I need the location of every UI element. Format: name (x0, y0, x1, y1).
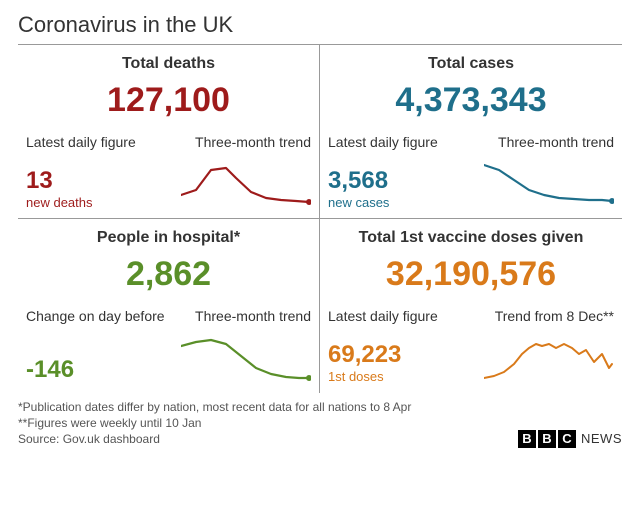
bbc-news-label: NEWS (581, 430, 622, 448)
footnotes: *Publication dates differ by nation, mos… (18, 399, 622, 448)
panel-title: Total 1st vaccine doses given (328, 229, 614, 247)
daily-number-hospital: -146 (26, 356, 74, 384)
daily-number-deaths: 13 (26, 167, 93, 195)
sub-right-label: Three-month trend (195, 134, 311, 150)
bbc-box-icon: B (518, 430, 536, 448)
daily-label-cases: new cases (328, 195, 389, 210)
sub-right-label: Three-month trend (498, 134, 614, 150)
sub-left-label: Latest daily figure (328, 308, 438, 324)
panel-deaths: Total deaths 127,100 Latest daily figure… (18, 45, 320, 219)
footnote-2: **Figures were weekly until 10 Jan (18, 415, 411, 431)
footnote-1: *Publication dates differ by nation, mos… (18, 399, 411, 415)
sparkline-vaccines (484, 334, 614, 384)
panel-cases: Total cases 4,373,343 Latest daily figur… (320, 45, 622, 219)
daily-number-vaccines: 69,223 (328, 341, 401, 369)
page-title: Coronavirus in the UK (18, 12, 622, 45)
big-number-cases: 4,373,343 (328, 81, 614, 120)
big-number-hospital: 2,862 (26, 255, 311, 294)
big-number-vaccines: 32,190,576 (328, 255, 614, 294)
bbc-box-icon: C (558, 430, 576, 448)
panel-title: Total deaths (26, 55, 311, 73)
bbc-logo: B B C NEWS (518, 430, 622, 448)
sub-left-label: Change on day before (26, 308, 165, 324)
sparkline-deaths (181, 160, 311, 210)
sparkline-cases (484, 160, 614, 210)
daily-number-cases: 3,568 (328, 167, 389, 195)
sub-left-label: Latest daily figure (328, 134, 438, 150)
sub-right-label: Three-month trend (195, 308, 311, 324)
panel-vaccines: Total 1st vaccine doses given 32,190,576… (320, 219, 622, 393)
panel-hospital: People in hospital* 2,862 Change on day … (18, 219, 320, 393)
big-number-deaths: 127,100 (26, 81, 311, 120)
daily-label-vaccines: 1st doses (328, 369, 401, 384)
stats-grid: Total deaths 127,100 Latest daily figure… (18, 45, 622, 393)
panel-title: Total cases (328, 55, 614, 73)
daily-label-deaths: new deaths (26, 195, 93, 210)
sub-right-label: Trend from 8 Dec** (495, 308, 614, 324)
sub-left-label: Latest daily figure (26, 134, 136, 150)
sparkline-hospital (181, 334, 311, 384)
bbc-box-icon: B (538, 430, 556, 448)
footnote-3: Source: Gov.uk dashboard (18, 431, 411, 447)
panel-title: People in hospital* (26, 229, 311, 247)
